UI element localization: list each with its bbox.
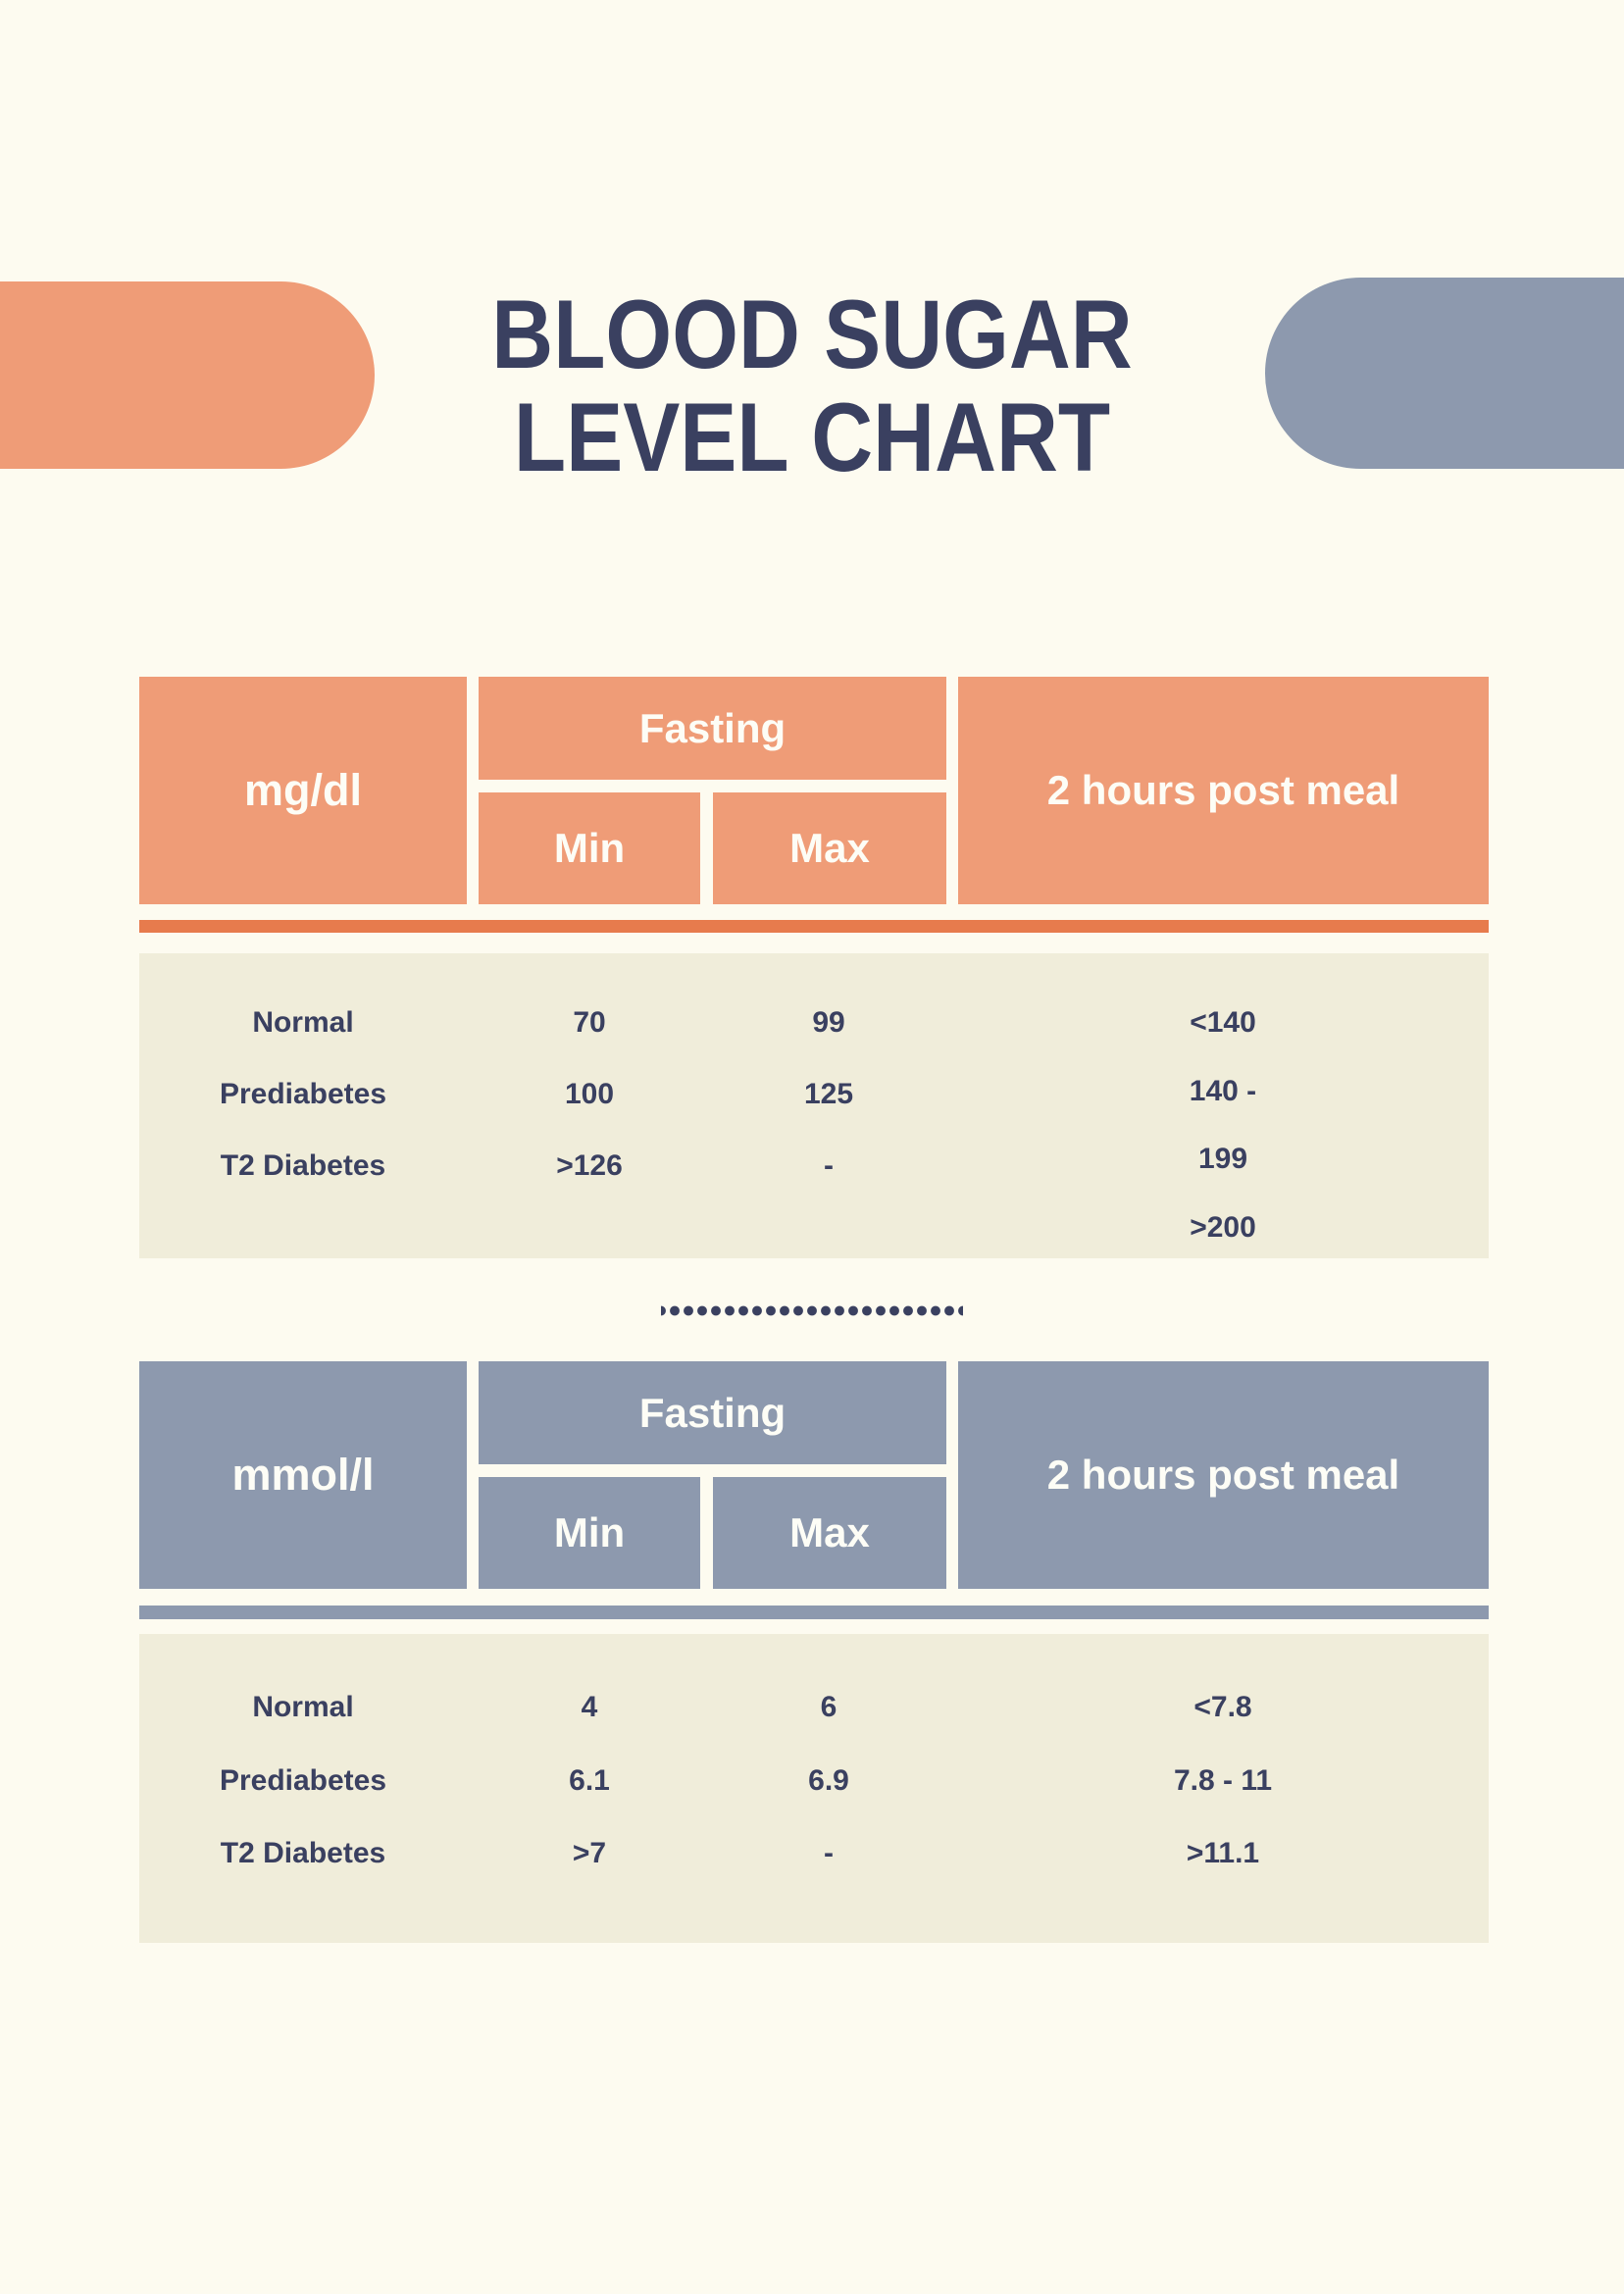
unit-header-cell: mg/dl <box>139 677 467 904</box>
cell-value: 6 <box>820 1691 837 1723</box>
category-column: Normal Prediabetes T2 Diabetes <box>139 1634 467 1943</box>
max-header-cell: Max <box>713 1477 946 1589</box>
category-label: T2 Diabetes <box>220 1149 386 1182</box>
mmol-table-header: mmol/l Fasting Min Max 2 hours post meal <box>139 1361 1489 1589</box>
mgdl-table-body: Normal Prediabetes T2 Diabetes 70 100 >1… <box>139 953 1489 1258</box>
page-title-line2: LEVEL CHART <box>513 382 1111 491</box>
page-title-line1: BLOOD SUGAR <box>491 280 1133 388</box>
mmol-table-body: Normal Prediabetes T2 Diabetes 4 6.1 >7 … <box>139 1634 1489 1943</box>
dotted-divider <box>661 1305 963 1316</box>
cell-value: >11.1 <box>1186 1837 1260 1869</box>
cell-value: >126 <box>556 1149 623 1182</box>
cell-value: 4 <box>581 1691 598 1723</box>
accent-bar <box>139 1606 1489 1619</box>
fasting-header-cell: Fasting <box>479 677 946 780</box>
cell-value: >7 <box>572 1837 607 1869</box>
category-label: Normal <box>252 1691 354 1723</box>
cell-value: - <box>824 1149 834 1182</box>
fasting-max-column: 6 6.9 - <box>712 1634 945 1943</box>
mmol-table: mmol/l Fasting Min Max 2 hours post meal… <box>139 1361 1489 1943</box>
cell-value: 70 <box>573 1006 606 1039</box>
fasting-header-group: Fasting Min Max <box>479 1361 946 1589</box>
category-label: Normal <box>252 1006 354 1039</box>
cell-value: <7.8 <box>1193 1691 1252 1723</box>
cell-value: 125 <box>803 1078 854 1110</box>
unit-header-cell: mmol/l <box>139 1361 467 1589</box>
decorative-pill-right <box>1265 278 1624 469</box>
category-column: Normal Prediabetes T2 Diabetes <box>139 953 467 1258</box>
cell-value: 140 - <box>1189 1074 1257 1107</box>
mgdl-table: mg/dl Fasting Min Max 2 hours post meal … <box>139 677 1489 1258</box>
cell-value: 199 <box>1197 1143 1248 1176</box>
accent-bar <box>139 920 1489 933</box>
post-meal-column: <7.8 7.8 - 11 >11.1 <box>957 1634 1489 1943</box>
decorative-pill-left <box>0 281 375 469</box>
category-label: T2 Diabetes <box>220 1837 386 1869</box>
fasting-header-cell: Fasting <box>479 1361 946 1464</box>
category-label: Prediabetes <box>219 1763 387 1797</box>
fasting-header-group: Fasting Min Max <box>479 677 946 904</box>
min-header-cell: Min <box>479 1477 700 1589</box>
cell-value: 6.9 <box>808 1763 849 1797</box>
cell-value: 100 <box>564 1078 615 1110</box>
category-label: Prediabetes <box>219 1078 387 1110</box>
fasting-max-column: 99 125 - <box>712 953 945 1258</box>
cell-value: 6.1 <box>569 1763 610 1797</box>
fasting-min-column: 70 100 >126 <box>479 953 700 1258</box>
cell-value: 7.8 - 11 <box>1173 1763 1273 1797</box>
cell-value: 99 <box>812 1006 845 1039</box>
cell-value: >200 <box>1190 1210 1256 1244</box>
cell-value: <140 <box>1190 1006 1256 1039</box>
cell-value: - <box>824 1837 834 1869</box>
post-meal-header-cell: 2 hours post meal <box>958 1361 1489 1589</box>
fasting-min-column: 4 6.1 >7 <box>479 1634 700 1943</box>
post-meal-column: <140 140 - 199 >200 <box>957 953 1489 1258</box>
minmax-header-row: Min Max <box>479 792 946 904</box>
minmax-header-row: Min Max <box>479 1477 946 1589</box>
mgdl-table-header: mg/dl Fasting Min Max 2 hours post meal <box>139 677 1489 904</box>
min-header-cell: Min <box>479 792 700 904</box>
max-header-cell: Max <box>713 792 946 904</box>
page-title: BLOOD SUGAR LEVEL CHART <box>97 282 1526 488</box>
post-meal-header-cell: 2 hours post meal <box>958 677 1489 904</box>
